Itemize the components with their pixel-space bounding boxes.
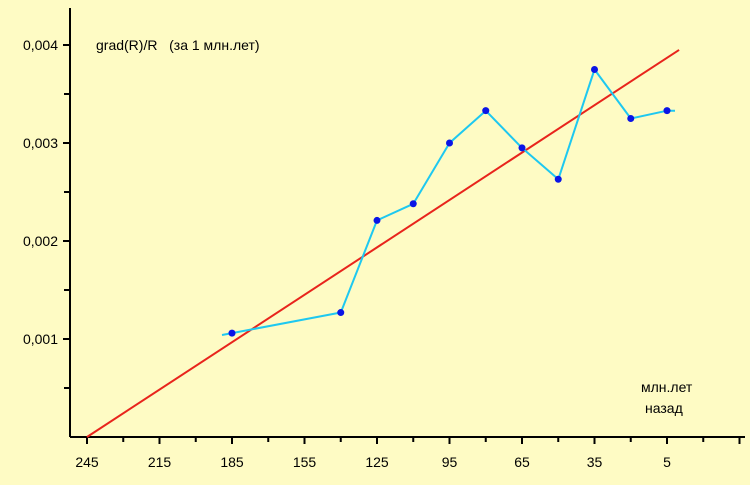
- y-tick-label: 0,001: [23, 331, 58, 347]
- y-tick-label: 0,004: [23, 37, 58, 53]
- x-tick-label: 215: [148, 454, 172, 470]
- data-point: [337, 309, 345, 317]
- x-tick-label: 155: [293, 454, 317, 470]
- data-point: [663, 107, 671, 115]
- y-tick-label: 0,003: [23, 135, 58, 151]
- x-tick-label: 95: [442, 454, 458, 470]
- data-point: [228, 329, 236, 337]
- data-point: [446, 139, 453, 147]
- x-tick-label: 65: [514, 454, 530, 470]
- data-point: [627, 115, 635, 122]
- data-point: [518, 144, 526, 152]
- y-ticks: 0,001 0,002 0,003 0,004: [23, 37, 70, 389]
- x-ticks: 245 215 185 155 125 95 65 35 5: [75, 437, 741, 470]
- data-point: [482, 107, 490, 115]
- series-layer: [86, 49, 680, 438]
- x-axis-unit-line1: млн.лет: [641, 379, 693, 395]
- data-point: [409, 200, 417, 208]
- x-tick-label: 245: [75, 454, 99, 470]
- data-point: [554, 175, 562, 183]
- x-axis-unit-line2: назад: [645, 400, 683, 416]
- x-tick-label: 5: [663, 454, 671, 470]
- data-point: [591, 66, 598, 73]
- x-tick-label: 185: [220, 454, 244, 470]
- chart-title: grad(R)/R (за 1 млн.лет): [96, 37, 260, 53]
- data-series-line: [221, 68, 675, 336]
- axes: [69, 8, 745, 438]
- trend-line: [86, 49, 680, 438]
- data-point: [373, 216, 381, 224]
- x-tick-label: 35: [587, 454, 603, 470]
- y-tick-label: 0,002: [23, 233, 58, 249]
- x-tick-label: 125: [365, 454, 389, 470]
